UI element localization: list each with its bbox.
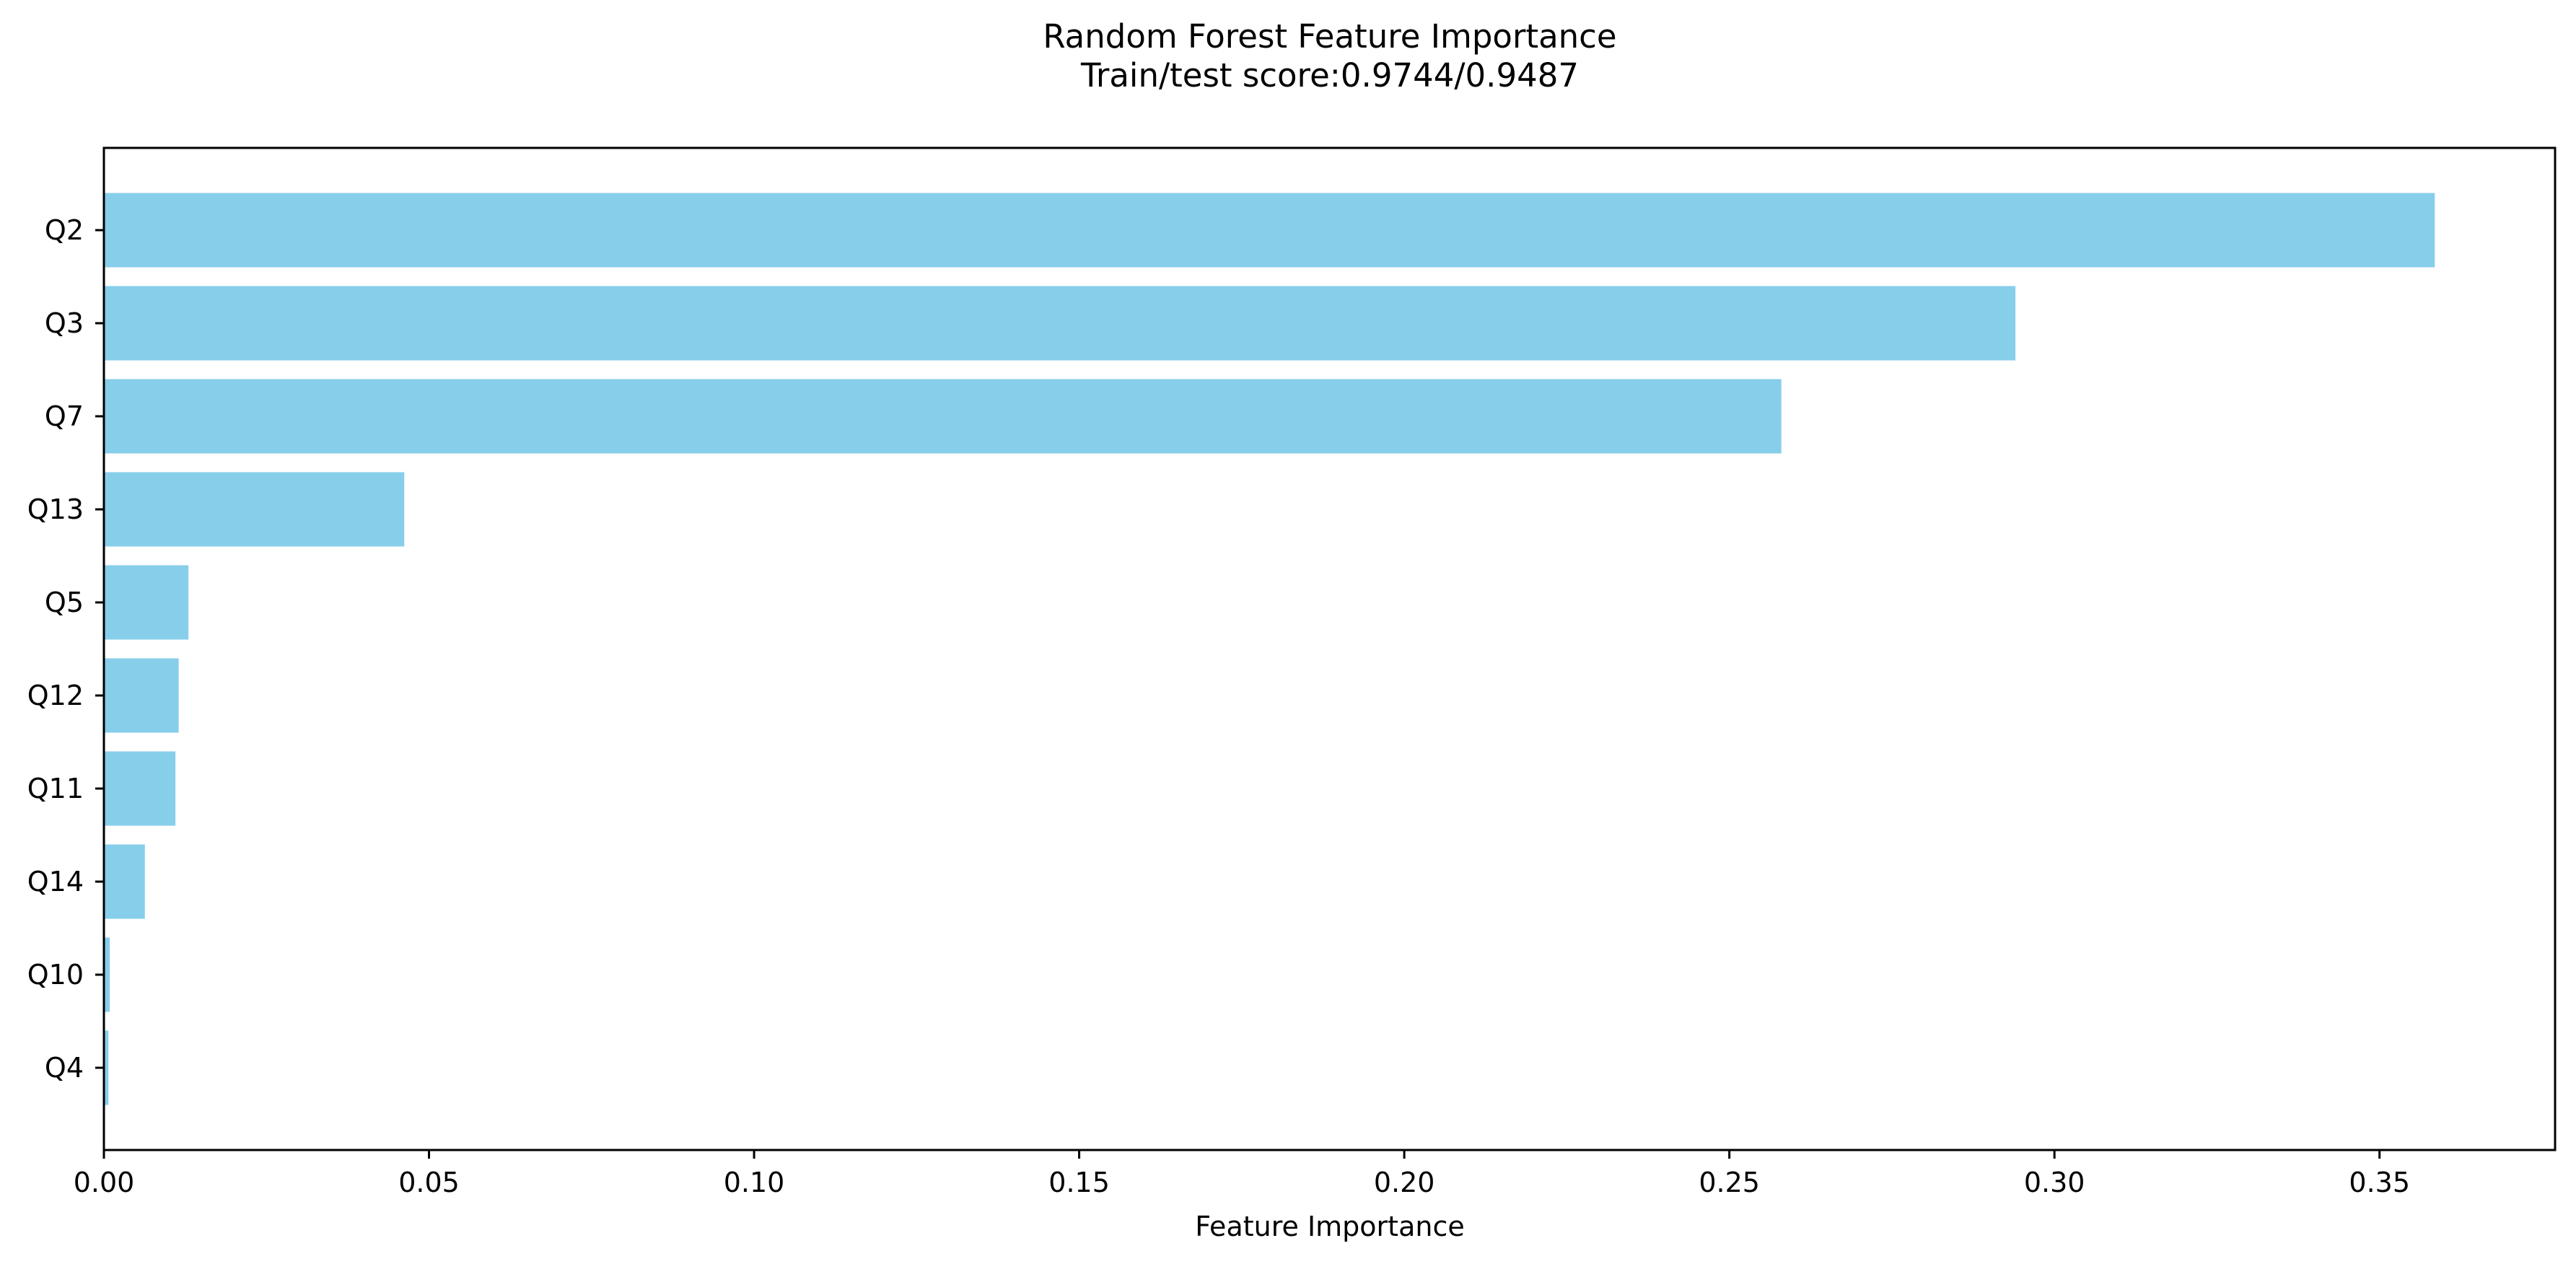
- bar-q4: [104, 1030, 109, 1105]
- bar-q11: [104, 751, 176, 826]
- x-tick-label: 0.00: [74, 1167, 135, 1198]
- plot-area-frame: [102, 146, 2557, 1151]
- x-tick-label: 0.05: [398, 1167, 460, 1198]
- y-tick-label: Q5: [45, 587, 84, 618]
- x-tick-label: 0.30: [2024, 1167, 2085, 1198]
- y-tick-label: Q7: [45, 400, 84, 432]
- bar-q5: [104, 565, 189, 640]
- y-tick-label: Q14: [27, 866, 84, 897]
- y-axis-ticks: Q2 Q3 Q7 Q13 Q5 Q12 Q11 Q14 Q10 Q4: [27, 214, 104, 1084]
- y-tick-label: Q12: [27, 680, 84, 711]
- chart-subtitle: Train/test score:0.9744/0.9487: [1080, 56, 1579, 95]
- x-tick-label: 0.10: [724, 1167, 785, 1198]
- bar-q3: [104, 286, 2016, 361]
- x-tick-label: 0.25: [1699, 1167, 1760, 1198]
- bar-q10: [104, 937, 110, 1012]
- x-axis-ticks: 0.00 0.05 0.10 0.15 0.20 0.25 0.30 0.35: [74, 1150, 2410, 1198]
- chart-title: Random Forest Feature Importance: [1043, 17, 1616, 56]
- y-tick-label: Q13: [27, 493, 84, 525]
- y-tick-label: Q4: [45, 1052, 84, 1084]
- y-tick-label: Q3: [45, 307, 84, 339]
- bar-q7: [104, 379, 1782, 454]
- x-tick-label: 0.20: [1374, 1167, 1435, 1198]
- bar-q14: [104, 844, 145, 919]
- bar-q13: [104, 472, 405, 547]
- y-tick-label: Q10: [27, 959, 84, 991]
- x-tick-label: 0.15: [1048, 1167, 1110, 1198]
- y-tick-label: Q2: [45, 214, 84, 246]
- x-axis-label: Feature Importance: [1195, 1211, 1464, 1242]
- x-tick-label: 0.35: [2349, 1167, 2410, 1198]
- bar-q12: [104, 658, 179, 733]
- bar-q2: [104, 193, 2435, 268]
- y-tick-label: Q11: [27, 773, 84, 804]
- bars-group: [104, 193, 2435, 1105]
